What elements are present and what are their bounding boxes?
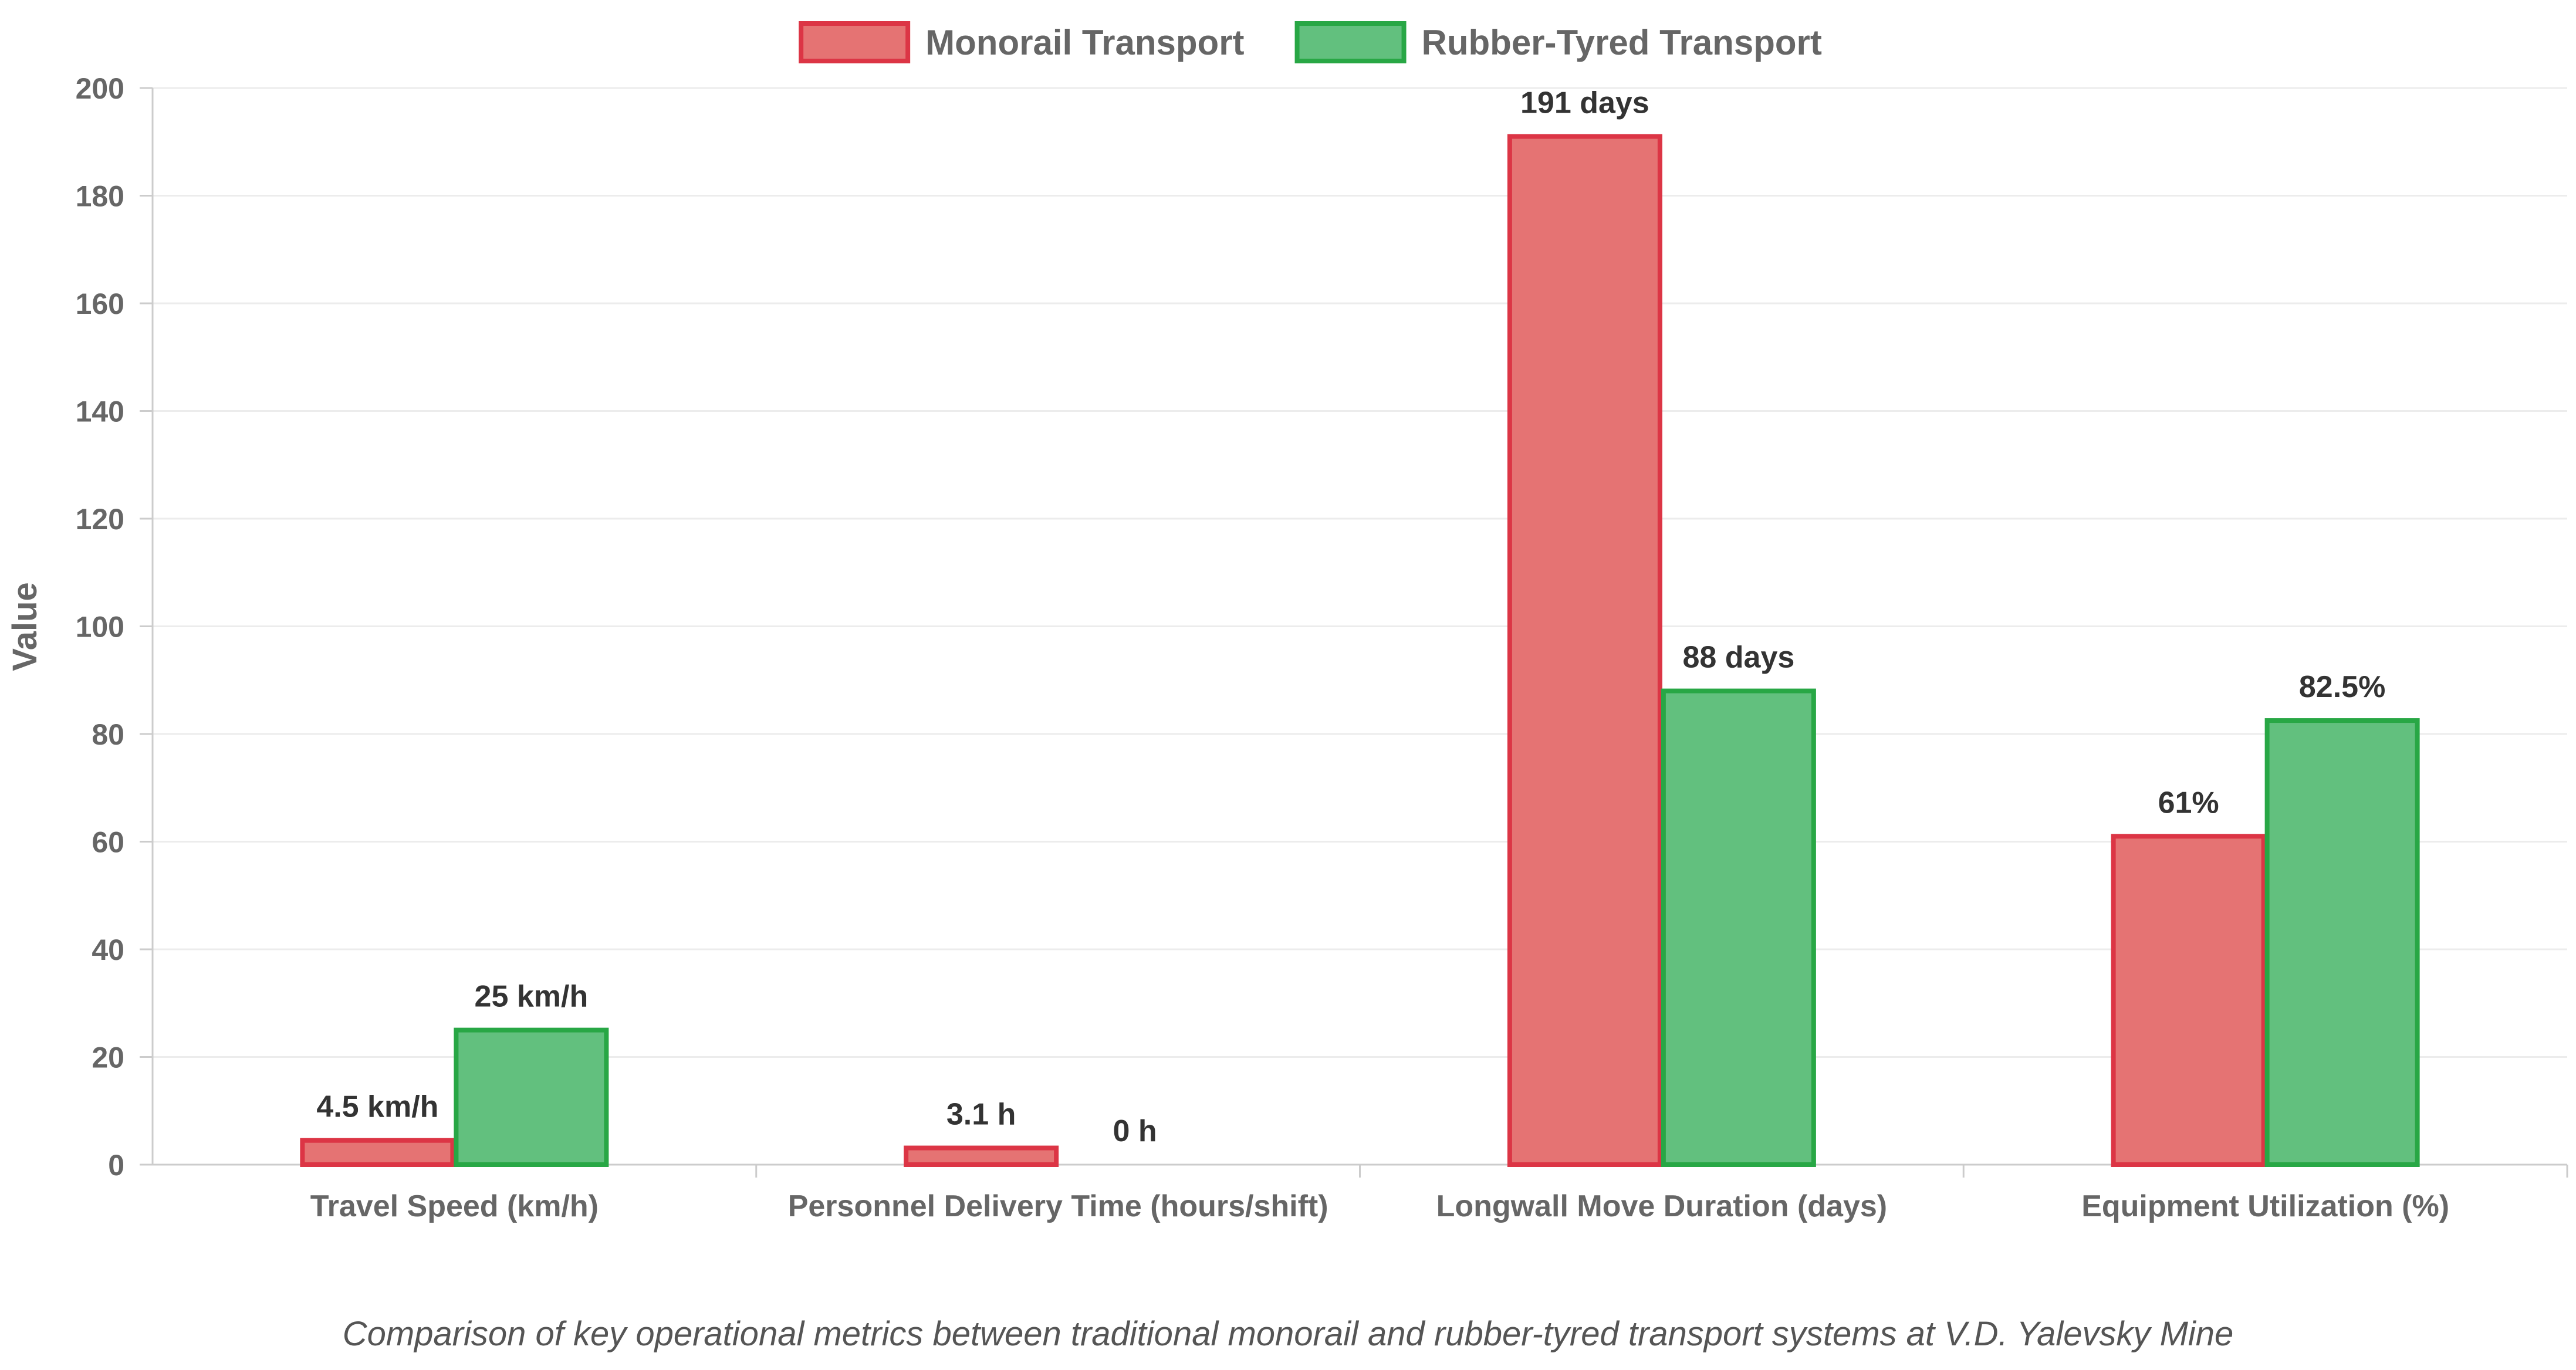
legend-swatch-monorail <box>799 21 911 63</box>
bar-monorail <box>300 1138 455 1168</box>
y-tick-label: 0 <box>108 1149 124 1182</box>
y-tick-label: 160 <box>76 287 124 320</box>
x-tick-label: Personnel Delivery Time (hours/shift) <box>788 1189 1328 1223</box>
data-label: 25 km/h <box>475 980 589 1014</box>
data-label: 0 h <box>1113 1114 1157 1148</box>
bar-rubber-tyred <box>2264 718 2420 1167</box>
y-tick-label: 200 <box>76 72 124 105</box>
data-labels: 4.5 km/h 25 km/h 3.1 h 0 h 191 days 88 days 61… <box>316 86 2385 1148</box>
legend: Monorail Transport Rubber-Tyred Transport <box>799 21 1822 63</box>
bar-monorail <box>2111 834 2266 1167</box>
data-label: 88 days <box>1682 641 1794 675</box>
y-axis-label: Value <box>6 582 44 671</box>
legend-swatch-rubber-tyred <box>1294 21 1407 63</box>
y-tick-label: 40 <box>92 933 124 966</box>
y-tick-label: 120 <box>76 503 124 536</box>
y-tick-label: 20 <box>92 1041 124 1074</box>
bar-rubber-tyred <box>1661 688 1816 1167</box>
y-tick-label: 100 <box>76 611 124 644</box>
legend-label: Monorail Transport <box>925 23 1244 62</box>
y-tick-label: 140 <box>76 395 124 428</box>
bar-rubber-tyred <box>454 1027 609 1167</box>
data-label: 191 days <box>1520 86 1649 120</box>
y-tick-label: 80 <box>92 718 124 751</box>
bar-monorail <box>1507 134 1662 1168</box>
bars <box>300 134 2420 1168</box>
bar-monorail <box>904 1145 1059 1167</box>
x-tick-label: Equipment Utilization (%) <box>2081 1189 2449 1223</box>
x-tick-label: Longwall Move Duration (days) <box>1436 1189 1888 1223</box>
x-tick-label: Travel Speed (km/h) <box>310 1189 599 1223</box>
chart-caption: Comparison of key operational metrics be… <box>342 1315 2234 1353</box>
data-label: 4.5 km/h <box>316 1090 438 1124</box>
data-label: 61% <box>2158 786 2219 820</box>
axes: 0 20 40 60 80 100 120 140 160 180 200 Travel Speed … <box>76 72 2568 1223</box>
y-tick-label: 60 <box>92 826 124 859</box>
data-label: 3.1 h <box>946 1098 1016 1132</box>
data-label: 82.5% <box>2299 670 2385 704</box>
y-tick-label: 180 <box>76 180 124 213</box>
legend-label: Rubber-Tyred Transport <box>1422 23 1822 62</box>
